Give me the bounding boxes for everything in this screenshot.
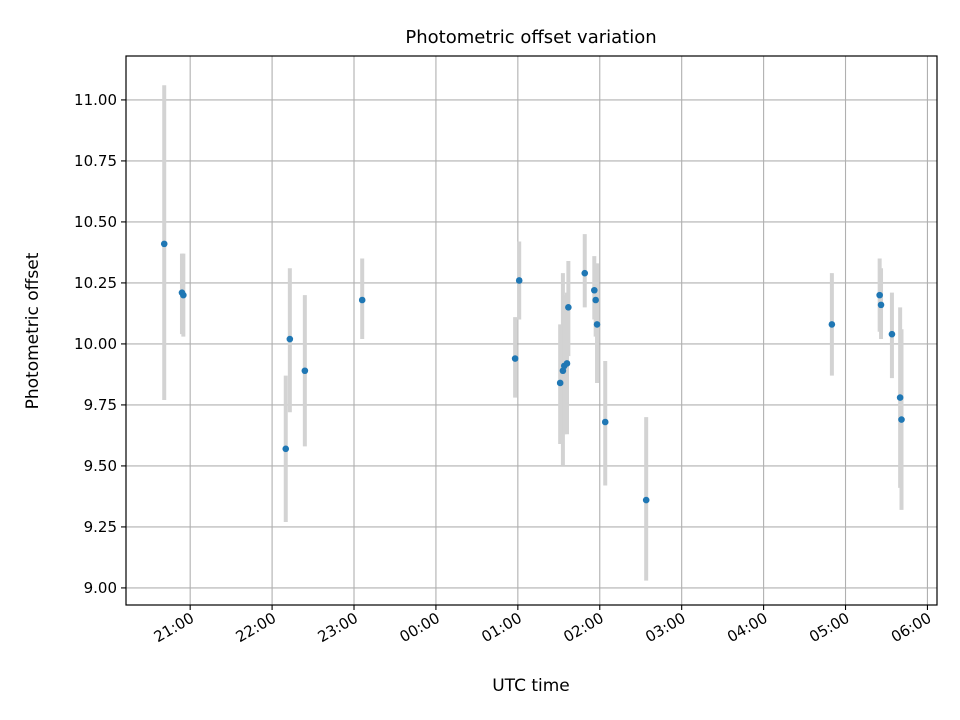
y-tick-label: 9.00 <box>84 579 117 597</box>
data-point <box>601 418 609 426</box>
y-tick-label: 10.00 <box>74 335 117 353</box>
data-point <box>180 291 187 299</box>
data-point <box>896 394 904 401</box>
data-point <box>358 296 366 304</box>
y-tick-label: 9.50 <box>84 457 117 475</box>
data-point <box>828 321 836 328</box>
data-point <box>581 269 589 277</box>
data-point <box>876 291 883 299</box>
y-tick-label: 9.75 <box>84 396 117 414</box>
data-point <box>563 360 571 367</box>
data-point <box>515 277 523 284</box>
y-tick-label: 11.00 <box>74 91 117 109</box>
data-point <box>591 286 598 294</box>
data-point <box>898 416 905 423</box>
grid-lines <box>126 56 937 605</box>
data-point <box>642 496 650 504</box>
data-point <box>301 367 309 375</box>
data-point <box>286 335 294 343</box>
y-tick-label: 9.25 <box>84 518 117 536</box>
data-point <box>592 296 599 304</box>
data-point <box>556 379 564 387</box>
plot-frame <box>125 55 938 606</box>
x-axis-label: UTC time <box>492 676 570 696</box>
y-tick-label: 10.25 <box>74 274 117 292</box>
data-point <box>593 321 601 328</box>
data-point <box>282 445 290 453</box>
data-point <box>511 355 519 362</box>
data-point <box>877 301 885 309</box>
y-axis-ticks: 9.00 9.25 9.50 9.75 10.00 10.25 10.50 10.75 11.0… <box>74 91 126 597</box>
data-point <box>160 240 168 248</box>
data-point <box>888 330 896 338</box>
y-axis-label: Photometric offset <box>23 252 43 409</box>
y-tick-label: 10.50 <box>74 213 117 231</box>
data-point <box>565 304 572 311</box>
data-points <box>160 240 905 504</box>
chart-title: Photometric offset variation <box>405 27 656 48</box>
y-tick-label: 10.75 <box>74 152 117 170</box>
